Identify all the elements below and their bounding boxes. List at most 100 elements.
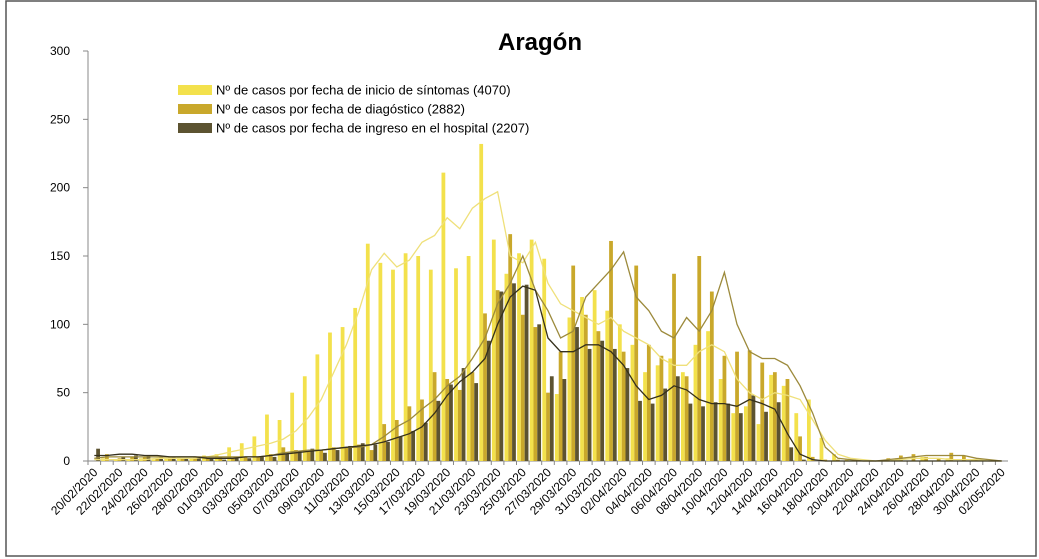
bar (655, 365, 660, 461)
bar (227, 447, 232, 461)
bar (146, 455, 151, 461)
y-tick-label: 300 (50, 44, 70, 58)
bar (819, 437, 824, 461)
bar (344, 447, 349, 461)
bar (357, 444, 361, 461)
bar (411, 430, 416, 461)
bar (587, 348, 592, 461)
bar (331, 447, 336, 461)
bar (159, 456, 163, 461)
bar (218, 456, 223, 461)
bar (449, 384, 453, 461)
bar (668, 358, 673, 461)
bar (672, 273, 676, 461)
bar (575, 327, 579, 461)
bar (789, 447, 794, 461)
bar (806, 399, 811, 461)
bar (621, 351, 626, 461)
bar (738, 413, 743, 461)
bar (747, 350, 752, 461)
bar (420, 399, 424, 461)
bar (659, 355, 664, 461)
bar (571, 265, 576, 461)
bar (365, 243, 370, 461)
bar (693, 344, 698, 461)
bar (285, 454, 290, 461)
bar (461, 368, 466, 461)
bar (335, 450, 340, 461)
bar (718, 379, 723, 461)
bar (605, 310, 610, 461)
bar (222, 459, 226, 461)
bar (835, 459, 840, 461)
bar (562, 379, 567, 461)
legend-swatch (178, 123, 212, 133)
bar (378, 262, 383, 461)
bar (197, 456, 201, 461)
bar (260, 456, 264, 461)
y-tick-label: 0 (63, 454, 70, 468)
bar (936, 458, 941, 461)
bar (920, 456, 925, 461)
bar (701, 406, 705, 461)
bar (751, 395, 756, 461)
bar (134, 455, 138, 461)
bar (319, 450, 324, 461)
bar (680, 372, 685, 461)
bar (155, 458, 160, 461)
bar (348, 445, 353, 461)
bar (113, 459, 118, 461)
bar (684, 376, 689, 461)
trend-line (94, 285, 1002, 462)
bar (479, 143, 484, 461)
bar (706, 331, 710, 461)
bar (974, 459, 979, 461)
bar (353, 307, 358, 461)
bar (537, 324, 542, 461)
bar (265, 414, 269, 461)
bar (823, 459, 828, 461)
y-tick-label: 250 (50, 112, 70, 126)
bar (403, 253, 408, 461)
bar (205, 458, 210, 461)
bar (105, 454, 109, 461)
bar (554, 394, 559, 461)
bar (844, 459, 849, 461)
bar (328, 332, 332, 461)
bar (256, 456, 261, 461)
bar (306, 451, 311, 461)
legend-label: Nº de casos por fecha de diagóstico (288… (216, 102, 465, 117)
bar (441, 172, 446, 461)
bar (529, 239, 534, 461)
bar (164, 458, 169, 461)
bar (315, 354, 320, 461)
bar (722, 355, 727, 461)
bar (596, 331, 601, 461)
bar (239, 443, 244, 461)
bar (252, 436, 257, 461)
bar (428, 269, 433, 461)
bar (340, 327, 345, 461)
bar (189, 458, 194, 461)
bar (832, 454, 836, 461)
bar (970, 459, 975, 461)
bar (486, 340, 491, 461)
bar (294, 450, 298, 461)
legend-swatch (178, 85, 212, 95)
legend-label: Nº de casos por fecha de inicio de sínto… (216, 83, 511, 98)
bar (612, 348, 617, 461)
bar (638, 400, 642, 461)
bar (949, 452, 954, 461)
bar (512, 283, 516, 461)
bar (731, 413, 736, 461)
bar (549, 376, 554, 461)
bar (369, 450, 374, 461)
bar (297, 451, 302, 461)
bar (911, 454, 916, 461)
bar (542, 258, 547, 461)
bar (924, 456, 928, 461)
bar (290, 392, 295, 461)
bar (772, 372, 777, 461)
bar (776, 402, 781, 461)
